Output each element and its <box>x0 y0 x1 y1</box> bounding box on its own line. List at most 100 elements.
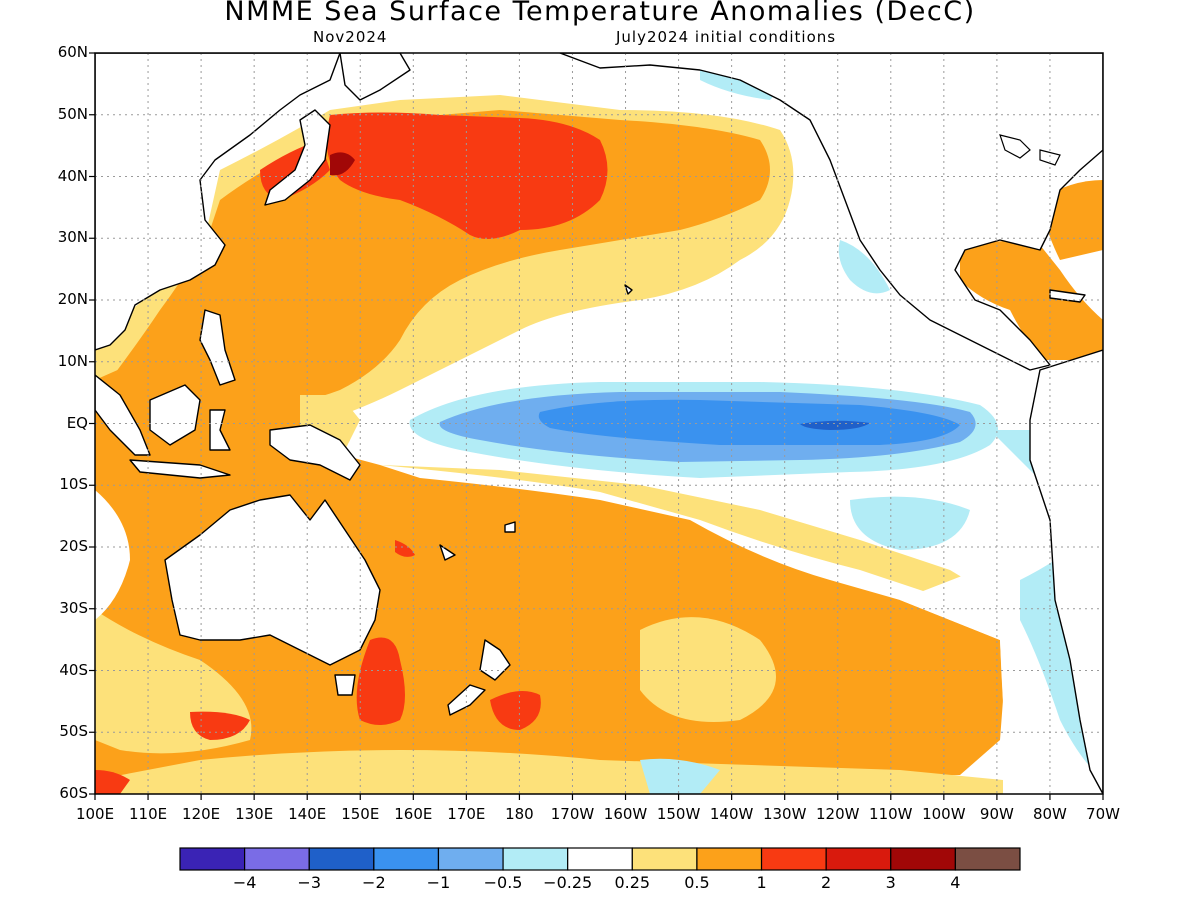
land-new-guinea <box>269 424 361 481</box>
colorbar-swatch <box>825 847 892 871</box>
latitude-label: 40N <box>57 166 88 185</box>
land-fiji <box>504 521 516 533</box>
longitude-label: 70W <box>1086 805 1120 823</box>
land-cuba <box>1049 289 1086 303</box>
anomaly-region-north-pacific-strong <box>326 112 608 239</box>
longitude-label: 150W <box>656 805 701 823</box>
colorbar-label: −1 <box>426 873 451 892</box>
land-japan <box>264 109 331 206</box>
anomaly-region-calif-cool <box>838 240 890 294</box>
anomaly-region-north-pacific-max <box>330 152 355 176</box>
anomaly-region-tasman-strong <box>356 637 405 725</box>
axis-ticks <box>89 52 1104 800</box>
colorbar-swatch <box>890 847 956 871</box>
colorbar-label: 0.5 <box>684 873 710 892</box>
colorbar <box>179 847 1021 871</box>
colorbar-swatch <box>696 847 763 871</box>
land-hawaii <box>624 284 633 295</box>
forecast-month-label: Nov2024 <box>313 28 388 46</box>
longitude-label: 120E <box>182 805 221 823</box>
land-north-america <box>559 53 1103 371</box>
latitude-label: 20N <box>57 290 88 308</box>
colorbar-label: 0.25 <box>614 873 651 892</box>
land-sulawesi <box>209 409 231 451</box>
map-title: NMME Sea Surface Temperature Anomalies (… <box>224 0 976 27</box>
latitude-label: 40S <box>59 660 88 679</box>
colorbar-label: −0.25 <box>543 873 593 892</box>
longitude-label: 170W <box>550 805 595 823</box>
land-asia <box>95 53 341 351</box>
land-philippines <box>199 309 236 386</box>
map-gridlines <box>95 53 1103 794</box>
anomaly-region-indian-neutral <box>95 490 130 620</box>
longitude-label: 110W <box>869 805 913 823</box>
land-kamchatka <box>339 53 411 101</box>
latitude-label: 50N <box>57 104 88 123</box>
colorbar-swatch <box>373 847 440 871</box>
land-south-america <box>1029 349 1103 794</box>
longitude-label: 160W <box>603 805 648 823</box>
latitude-label: 30N <box>57 228 88 247</box>
land-sumatra <box>95 374 151 456</box>
longitude-label: 150E <box>341 805 380 823</box>
land-borneo <box>149 384 201 446</box>
latitude-label: 30S <box>59 598 88 617</box>
land-nz-south <box>447 684 486 716</box>
longitude-label: 170E <box>447 805 486 823</box>
anomaly-region-south-pale-patch <box>640 617 776 722</box>
longitude-label: 130E <box>235 805 274 823</box>
latitude-label: 50S <box>59 722 88 741</box>
latitude-label: 10S <box>59 475 88 494</box>
anomaly-region-southern-ocean-pale <box>95 750 1003 794</box>
latitude-label: 60S <box>59 784 88 802</box>
latitude-label: 10N <box>57 351 88 370</box>
colorbar-label: 4 <box>950 873 961 892</box>
anomaly-region-south-pale <box>380 465 1000 640</box>
longitude-label: 100W <box>922 805 966 823</box>
land-australia <box>164 494 381 666</box>
anomaly-region-south-indian-strong <box>190 711 250 740</box>
latitude-label: 60N <box>57 43 88 61</box>
longitude-label: 140E <box>288 805 327 823</box>
longitude-label: 120W <box>816 805 860 823</box>
colorbar-label: 1 <box>756 873 767 892</box>
longitude-label: 180 <box>505 805 534 823</box>
colorbar-swatch <box>244 847 310 871</box>
colorbar-swatch <box>631 847 698 871</box>
great-lakes <box>999 134 1061 166</box>
anomaly-region-cold-tongue-1 <box>538 399 960 445</box>
colorbar-swatch <box>502 847 569 871</box>
land-new-caledonia <box>439 544 456 561</box>
land-java <box>129 459 231 479</box>
land-masses <box>95 53 1103 794</box>
colorbar-label: −0.5 <box>483 873 523 892</box>
colorbar-swatch <box>437 847 504 871</box>
longitude-label: 130W <box>762 805 807 823</box>
anomaly-region-coral-strong <box>395 540 415 557</box>
longitude-label: 90W <box>979 805 1014 823</box>
colorbar-swatch <box>954 847 1021 871</box>
longitude-label: 100E <box>75 805 115 823</box>
anomaly-region-southern-ocean-cool <box>640 758 720 794</box>
colorbar-label: −4 <box>232 873 257 892</box>
anomaly-region-sepac-cool-patch <box>850 496 970 550</box>
longitude-label: 140W <box>709 805 754 823</box>
anomaly-region-sw-strong <box>95 770 130 794</box>
colorbar-swatch <box>308 847 375 871</box>
colorbar-swatch <box>760 847 827 871</box>
colorbar-swatch <box>567 847 633 871</box>
longitude-label: 160E <box>394 805 433 823</box>
longitude-label: 80W <box>1032 805 1067 823</box>
land-nz-north <box>479 639 511 681</box>
colorbar-label: −2 <box>362 873 386 892</box>
longitude-label: 110E <box>128 805 168 823</box>
latitude-label: 20S <box>59 537 88 555</box>
initial-conditions-label: July2024 initial conditions <box>616 28 837 46</box>
colorbar-label: −3 <box>297 873 322 892</box>
colorbar-label: 2 <box>821 873 832 892</box>
anomaly-region-nz-strong <box>490 691 541 730</box>
colorbar-label: 3 <box>885 873 896 892</box>
colorbar-swatch <box>179 847 246 871</box>
latitude-label: EQ <box>66 413 88 432</box>
